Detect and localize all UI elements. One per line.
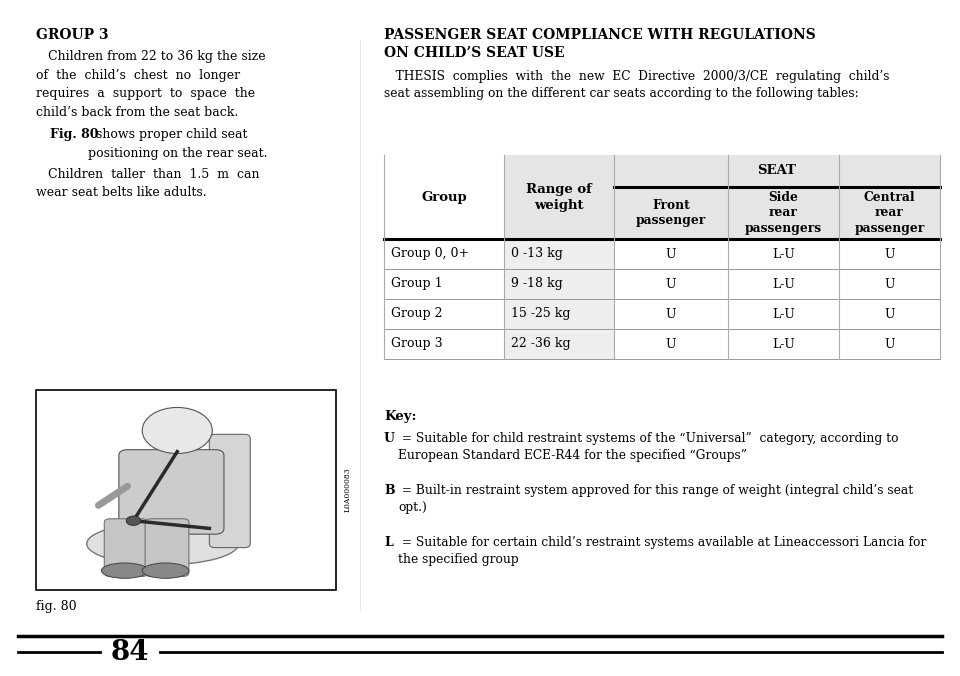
Text: Group: Group	[421, 191, 467, 203]
FancyBboxPatch shape	[119, 450, 224, 534]
Bar	[614, 155, 728, 239]
Text: 84: 84	[110, 639, 149, 665]
Text: = Built-in restraint system approved for this range of weight (integral child’s : = Built-in restraint system approved for…	[398, 484, 913, 514]
Text: ON CHILD’S SEAT USE: ON CHILD’S SEAT USE	[384, 46, 564, 60]
Ellipse shape	[142, 563, 189, 579]
Text: 0 -13 kg: 0 -13 kg	[511, 247, 563, 260]
FancyBboxPatch shape	[105, 518, 148, 577]
Ellipse shape	[102, 563, 148, 579]
Text: U: U	[665, 278, 676, 291]
Text: 15 -25 kg: 15 -25 kg	[511, 308, 570, 320]
Text: SEAT: SEAT	[757, 164, 797, 178]
Bar	[36, 390, 336, 590]
Text: U: U	[884, 308, 895, 320]
Text: 22 -36 kg: 22 -36 kg	[511, 337, 570, 350]
Text: Children  taller  than  1.5  m  can
wear seat belts like adults.: Children taller than 1.5 m can wear seat…	[36, 168, 259, 199]
Bar	[839, 155, 940, 239]
Text: U: U	[384, 432, 395, 445]
Text: Group 1: Group 1	[391, 278, 443, 291]
Bar	[728, 155, 839, 239]
Text: L-U: L-U	[772, 308, 795, 320]
Text: Central
rear
passenger: Central rear passenger	[854, 191, 924, 235]
Text: L0A000083: L0A000083	[344, 468, 352, 512]
Text: Key:: Key:	[384, 410, 417, 423]
Text: U: U	[665, 308, 676, 320]
Text: U: U	[884, 278, 895, 291]
Circle shape	[126, 516, 141, 525]
Text: PASSENGER SEAT COMPLIANCE WITH REGULATIONS: PASSENGER SEAT COMPLIANCE WITH REGULATIO…	[384, 28, 816, 42]
Text: fig. 80: fig. 80	[36, 600, 77, 613]
Bar	[504, 155, 614, 239]
Circle shape	[142, 408, 212, 454]
Text: L-U: L-U	[772, 247, 795, 260]
Text: = Suitable for certain child’s restraint systems available at Lineaccessori Lanc: = Suitable for certain child’s restraint…	[398, 536, 926, 566]
Text: Children from 22 to 36 kg the size
of  the  child’s  chest  no  longer
requires : Children from 22 to 36 kg the size of th…	[36, 50, 266, 118]
Text: L-U: L-U	[772, 278, 795, 291]
Text: THESIS  complies  with  the  new  EC  Directive  2000/3/CE  regulating  child’s
: THESIS complies with the new EC Directiv…	[384, 70, 890, 101]
Text: U: U	[665, 247, 676, 260]
Text: Group 0, 0+: Group 0, 0+	[391, 247, 469, 260]
Text: U: U	[665, 337, 676, 350]
Text: U: U	[884, 247, 895, 260]
Text: Group 2: Group 2	[391, 308, 443, 320]
Text: Front
passenger: Front passenger	[636, 199, 707, 227]
Text: Side
rear
passengers: Side rear passengers	[745, 191, 822, 235]
Text: Range of
weight: Range of weight	[526, 183, 592, 212]
Text: 9 -18 kg: 9 -18 kg	[511, 278, 563, 291]
FancyBboxPatch shape	[145, 518, 189, 577]
Text: U: U	[884, 337, 895, 350]
Bar	[504, 239, 614, 359]
Text: L-U: L-U	[772, 337, 795, 350]
Ellipse shape	[86, 523, 238, 565]
Text: = Suitable for child restraint systems of the “Universal”  category, according t: = Suitable for child restraint systems o…	[398, 432, 899, 462]
Text: Group 3: Group 3	[391, 337, 443, 350]
Text: GROUP 3: GROUP 3	[36, 28, 108, 42]
Text: shows proper child seat
positioning on the rear seat.: shows proper child seat positioning on t…	[88, 128, 268, 160]
Text: L: L	[384, 536, 393, 549]
FancyBboxPatch shape	[209, 434, 251, 548]
Text: Fig. 80: Fig. 80	[50, 128, 99, 141]
Text: B: B	[384, 484, 395, 497]
